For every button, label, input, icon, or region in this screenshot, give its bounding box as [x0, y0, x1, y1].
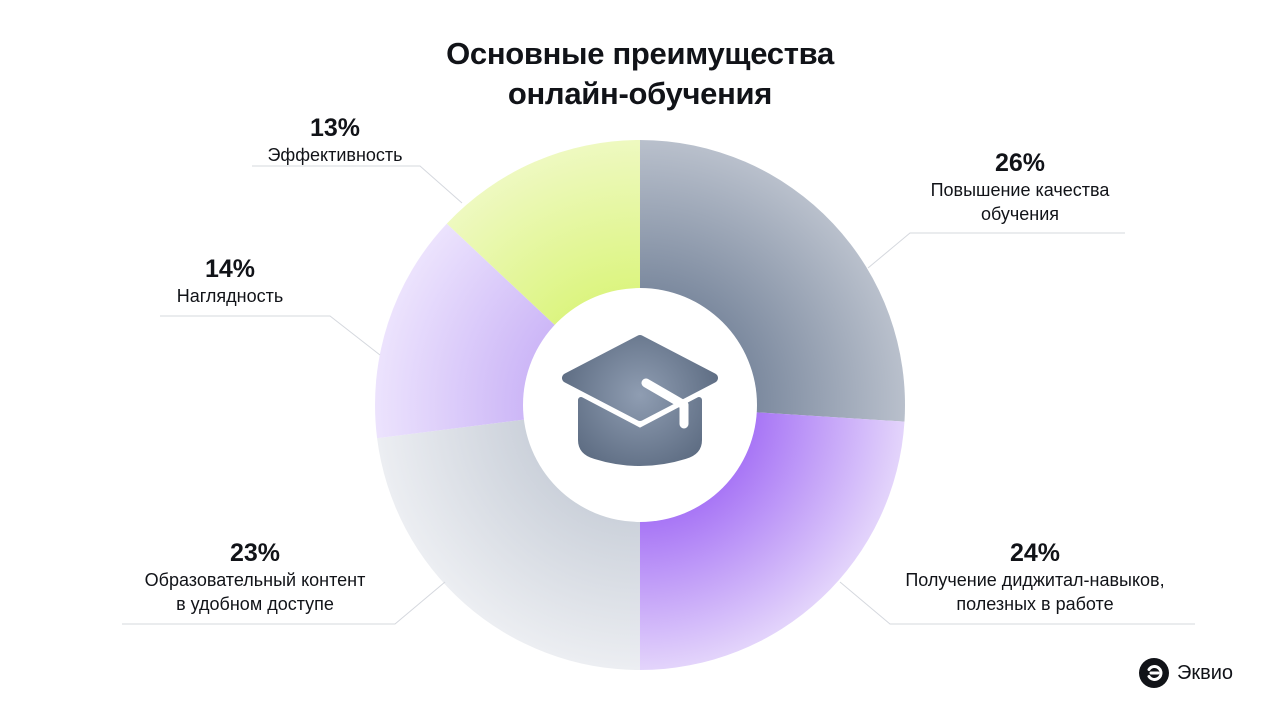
slice-percent: 13%: [309, 114, 361, 142]
leader-line-3: [122, 581, 446, 625]
leader-line-4: [160, 315, 381, 356]
leader-line-5: [252, 165, 463, 204]
chart-title: Основные преимущества онлайн-обучения: [340, 34, 940, 114]
leader-line-1: [867, 232, 1125, 269]
brand-name: Эквио: [1177, 661, 1234, 684]
slice-percent: 24%: [1009, 539, 1061, 567]
leader-line-2: [839, 581, 1195, 625]
slice-percent: 23%: [229, 539, 281, 567]
slice-label-2: 24% Получение диджитал-навыков, полезных…: [870, 538, 1200, 616]
slice-description: Наглядность: [176, 286, 284, 306]
slice-label-3: 23% Образовательный контент в удобном до…: [110, 538, 400, 616]
chart-title-line-2: онлайн-обучения: [507, 76, 773, 111]
ekvio-logo-icon: [1139, 658, 1169, 688]
slice-label-1: 26% Повышение качества обучения: [900, 148, 1140, 226]
slice-description: Повышение качества обучения: [930, 180, 1110, 224]
slice-label-5: 13% Эффективность: [240, 113, 430, 167]
slice-description: Получение диджитал-навыков, полезных в р…: [905, 570, 1165, 614]
brand-logo: Эквио: [1139, 658, 1233, 688]
slice-percent: 14%: [204, 255, 256, 283]
chart-title-line-1: Основные преимущества: [446, 36, 834, 71]
slice-percent: 26%: [994, 149, 1046, 177]
slice-description: Образовательный контент в удобном доступ…: [144, 570, 366, 614]
slice-description: Эффективность: [267, 145, 403, 165]
slice-label-4: 14% Наглядность: [140, 254, 320, 308]
graduation-cap-icon: [562, 335, 718, 466]
